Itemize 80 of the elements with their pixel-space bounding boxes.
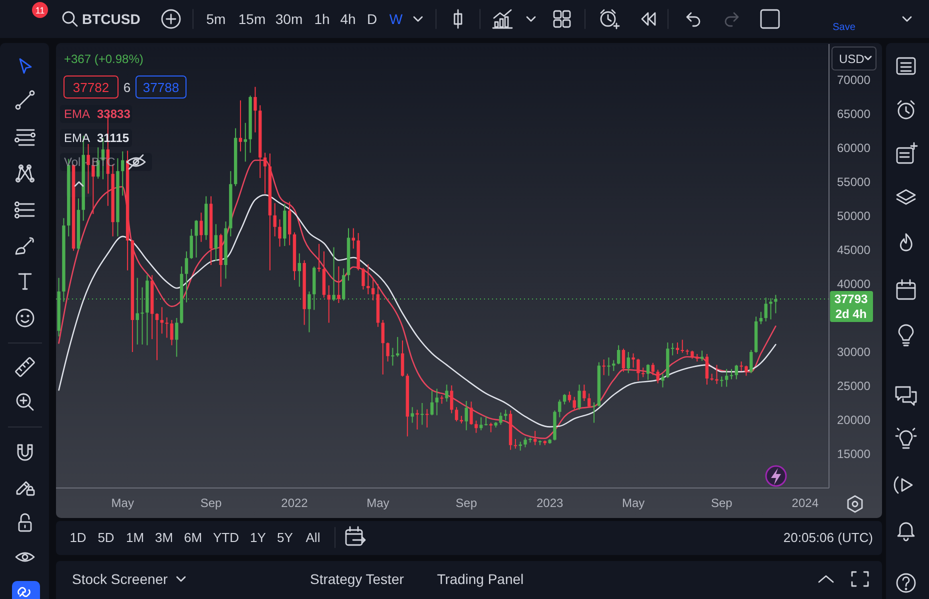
candlestick bbox=[86, 144, 90, 194]
candlestick bbox=[632, 353, 635, 368]
candlestick bbox=[396, 337, 400, 357]
candlestick bbox=[391, 348, 394, 366]
x-tick-label: 2022 bbox=[281, 496, 308, 510]
candlestick bbox=[425, 409, 429, 428]
x-tick-label: 2023 bbox=[536, 496, 564, 510]
annotation: 6 bbox=[123, 80, 131, 95]
candlestick bbox=[160, 307, 164, 334]
x-tick-label: May bbox=[366, 496, 390, 510]
y-tick-label: 60000 bbox=[837, 141, 871, 156]
text: 1h bbox=[314, 11, 330, 27]
chart-title: BTCUSD bbox=[82, 11, 140, 27]
text: D bbox=[366, 11, 378, 27]
text: EMA bbox=[64, 107, 90, 121]
text: 30m bbox=[275, 11, 303, 27]
x-tick-label: Sep bbox=[456, 496, 478, 510]
y-tick-label: 50000 bbox=[837, 209, 871, 224]
candlestick bbox=[420, 403, 424, 425]
text: 20:05:06 (UTC) bbox=[783, 530, 873, 545]
candlestick bbox=[416, 410, 419, 430]
ref-line-label: 37793 bbox=[834, 292, 868, 306]
text: Trading Panel bbox=[437, 571, 524, 587]
text: 5m bbox=[206, 11, 226, 27]
candlestick bbox=[607, 357, 610, 376]
annotation: +367 (+0.98%) bbox=[64, 52, 144, 66]
text: 1D bbox=[70, 530, 86, 545]
x-tick-label: 2024 bbox=[792, 496, 819, 510]
text: 1M bbox=[126, 530, 144, 545]
candlestick bbox=[514, 439, 518, 449]
candlestick bbox=[366, 264, 370, 294]
text: Save bbox=[832, 22, 856, 33]
text: 5Y bbox=[277, 530, 294, 545]
y-tick-label: 65000 bbox=[837, 107, 871, 122]
text: All bbox=[306, 530, 320, 545]
candlestick bbox=[410, 407, 414, 423]
candlestick bbox=[244, 122, 247, 162]
candlestick bbox=[740, 362, 743, 372]
y-tick-label: 70000 bbox=[837, 73, 871, 88]
text: 6M bbox=[184, 530, 202, 545]
line-series bbox=[58, 194, 776, 428]
candlestick bbox=[494, 422, 498, 428]
annotation: 33833 bbox=[97, 107, 131, 121]
annotation: 37788 bbox=[142, 80, 180, 95]
y-tick-label: 45000 bbox=[837, 243, 871, 258]
x-tick-label: May bbox=[622, 496, 645, 510]
text: 5D bbox=[98, 530, 114, 545]
text: 3M bbox=[154, 530, 174, 545]
y-tick-label: 20000 bbox=[837, 413, 871, 428]
candlestick bbox=[602, 359, 606, 376]
x-tick-label: Sep bbox=[711, 496, 733, 510]
candlestick bbox=[592, 402, 596, 423]
text: 11 bbox=[35, 6, 45, 16]
text: 15m bbox=[238, 11, 266, 27]
y-tick-label: 30000 bbox=[837, 345, 871, 360]
text: Strategy Tester bbox=[310, 571, 404, 587]
candlestick bbox=[484, 416, 488, 426]
text: 2d 4h bbox=[835, 307, 867, 322]
candlestick bbox=[612, 360, 616, 372]
y-tick-label: 25000 bbox=[837, 379, 871, 394]
text: Stock Screener bbox=[72, 571, 168, 587]
candlestick bbox=[317, 244, 321, 272]
y-tick-label: 55000 bbox=[837, 175, 871, 190]
annotation: 37782 bbox=[72, 80, 110, 95]
text: 1Y bbox=[250, 530, 266, 545]
candlestick bbox=[661, 374, 664, 388]
candlestick bbox=[642, 368, 645, 378]
candlestick bbox=[440, 396, 444, 404]
y-tick-label: 40000 bbox=[837, 277, 871, 292]
text: 4h bbox=[340, 11, 356, 27]
text: W bbox=[389, 11, 404, 27]
candlestick bbox=[238, 100, 242, 152]
candlestick bbox=[489, 422, 492, 432]
x-tick-label: May bbox=[111, 496, 134, 510]
candlestick bbox=[720, 376, 724, 387]
candlestick bbox=[337, 266, 340, 304]
text: USD bbox=[839, 52, 865, 66]
x-tick-label: Sep bbox=[200, 496, 222, 510]
y-tick-label: 15000 bbox=[837, 447, 871, 462]
text: YTD bbox=[213, 530, 239, 545]
